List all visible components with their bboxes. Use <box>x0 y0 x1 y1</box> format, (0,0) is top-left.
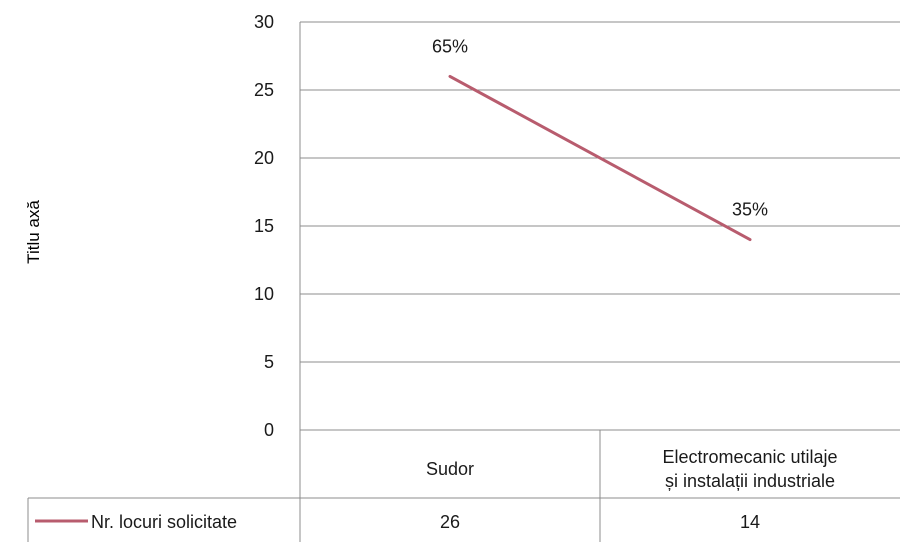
data-label: 65% <box>432 36 468 56</box>
table-value: 26 <box>440 512 460 532</box>
series-layer: 65% 35% <box>432 36 768 242</box>
x-category-label: Electromecanic utilaje și instalații indu… <box>662 447 837 491</box>
table-value: 14 <box>740 512 760 532</box>
data-table: Sudor Electromecanic utilaje și instalații… <box>27 430 900 542</box>
y-tick-label: 30 <box>254 12 274 32</box>
y-tick-label: 0 <box>264 420 274 440</box>
x-category-label: Sudor <box>426 459 474 479</box>
y-axis-title: Titlu axă <box>24 200 43 264</box>
y-axis-ticks: 0 5 10 15 20 25 30 <box>254 12 274 440</box>
legend-series-name: Nr. locuri solicitate <box>91 512 237 532</box>
y-tick-label: 15 <box>254 216 274 236</box>
y-tick-label: 20 <box>254 148 274 168</box>
series-line-segment <box>448 74 752 242</box>
y-tick-label: 10 <box>254 284 274 304</box>
y-tick-label: 25 <box>254 80 274 100</box>
data-label: 35% <box>732 200 768 220</box>
y-tick-label: 5 <box>264 352 274 372</box>
